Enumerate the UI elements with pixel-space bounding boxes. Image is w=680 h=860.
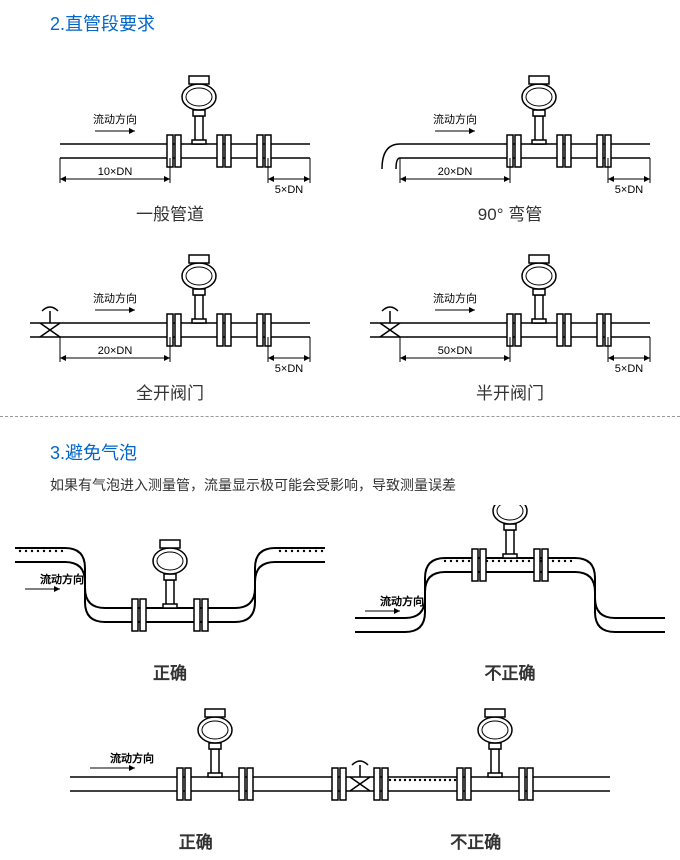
diagram-hump-incorrect: 流动方向 不正确 <box>345 505 675 684</box>
section3-subtitle: 如果有气泡进入测量管，流量显示极可能会受影响，导致测量误差 <box>0 475 680 505</box>
section2-title: 2.直管段要求 <box>0 0 680 46</box>
svg-text:50×DN: 50×DN <box>438 345 473 357</box>
svg-text:5×DN: 5×DN <box>615 184 643 196</box>
section2-row1: 流动方向 10×DN 5×DN 一般管道 流动方向 20×DN 5×DN 90° 弯管 <box>0 46 680 225</box>
svg-text:5×DN: 5×DN <box>275 184 303 196</box>
svg-text:流动方向: 流动方向 <box>93 291 137 305</box>
svg-text:流动方向: 流动方向 <box>380 594 424 608</box>
section3-row1: 流动方向 正确 流动方向 不正确 <box>0 505 680 684</box>
svg-text:流动方向: 流动方向 <box>110 751 154 765</box>
caption-full-valve: 全开阀门 <box>20 379 320 404</box>
section3-title: 3.避免气泡 <box>0 429 680 475</box>
section3-row2: 流动方向 正确 不正确 <box>0 684 680 853</box>
diagram-full-valve: 流动方向 20×DN 5×DN 全开阀门 <box>20 225 320 404</box>
caption-after-valve: 不正确 <box>450 828 501 853</box>
caption-90-bend: 90° 弯管 <box>360 200 660 225</box>
svg-text:流动方向: 流动方向 <box>40 572 84 586</box>
svg-text:20×DN: 20×DN <box>438 166 473 178</box>
diagram-90-bend: 流动方向 20×DN 5×DN 90° 弯管 <box>360 46 660 225</box>
svg-text:5×DN: 5×DN <box>615 363 643 375</box>
svg-text:流动方向: 流动方向 <box>93 112 137 126</box>
svg-text:流动方向: 流动方向 <box>433 112 477 126</box>
svg-text:10×DN: 10×DN <box>98 166 133 178</box>
section-divider <box>0 416 680 417</box>
svg-text:5×DN: 5×DN <box>275 363 303 375</box>
diagram-dip-correct: 流动方向 正确 <box>5 505 335 684</box>
caption-half-valve: 半开阀门 <box>360 379 660 404</box>
section2-row2: 流动方向 20×DN 5×DN 全开阀门 流动方向 50×DN 5×DN 半开阀门 <box>0 225 680 404</box>
caption-before-valve: 正确 <box>179 828 213 853</box>
svg-text:20×DN: 20×DN <box>98 345 133 357</box>
diagram-valve-placement: 流动方向 正确 不正确 <box>60 684 620 853</box>
svg-text:流动方向: 流动方向 <box>433 291 477 305</box>
caption-hump-incorrect: 不正确 <box>345 659 675 684</box>
diagram-half-valve: 流动方向 50×DN 5×DN 半开阀门 <box>360 225 660 404</box>
diagram-general-pipe: 流动方向 10×DN 5×DN 一般管道 <box>20 46 320 225</box>
caption-dip-correct: 正确 <box>5 659 335 684</box>
caption-general-pipe: 一般管道 <box>20 200 320 225</box>
